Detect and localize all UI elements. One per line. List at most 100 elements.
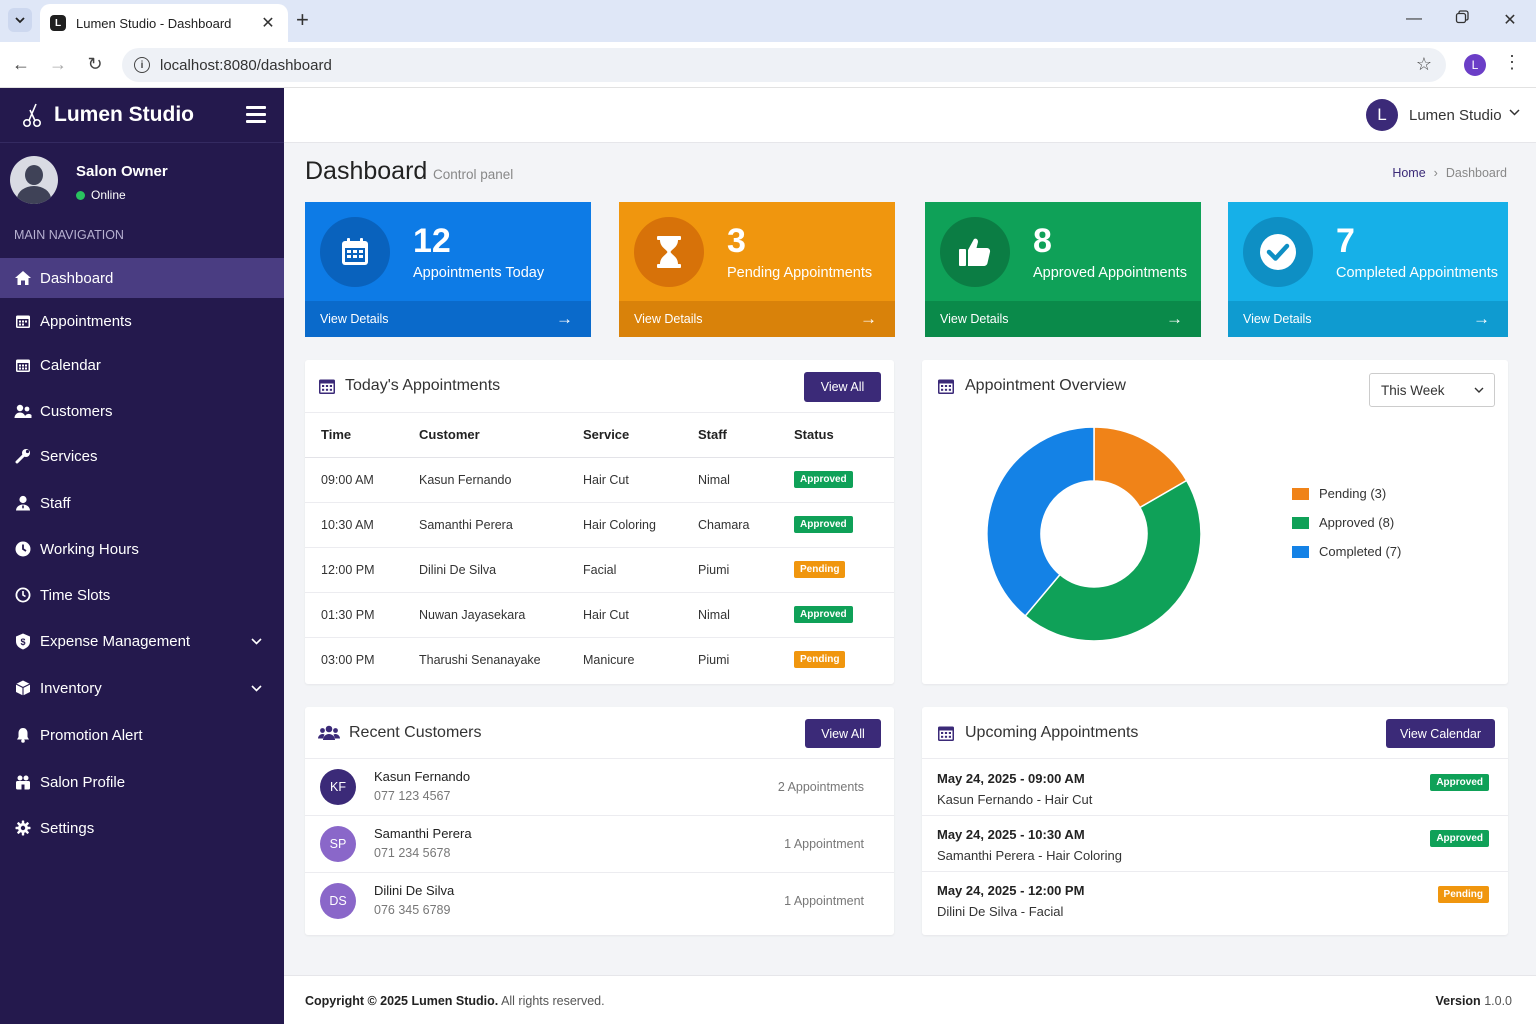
- close-window-icon[interactable]: ✕: [1503, 12, 1517, 29]
- breadcrumb: Home › Dashboard: [1392, 166, 1507, 180]
- table-cell-customer: Dilini De Silva: [419, 547, 583, 593]
- restore-icon[interactable]: [1450, 10, 1474, 29]
- minimize-icon[interactable]: —: [1406, 10, 1422, 27]
- version-number: 1.0.0: [1484, 994, 1512, 1008]
- view-details-link[interactable]: View Details →: [925, 301, 1201, 337]
- table-row[interactable]: 09:00 AM Kasun Fernando Hair Cut Nimal Appro…: [305, 457, 894, 503]
- svg-text:$: $: [20, 637, 25, 647]
- browser-profile-avatar[interactable]: L: [1464, 54, 1486, 76]
- sidebar-item-promotion-alert[interactable]: Promotion Alert: [0, 715, 284, 755]
- menu-toggle-icon[interactable]: [246, 106, 266, 127]
- forward-icon[interactable]: →: [49, 54, 67, 74]
- view-all-appointments-button[interactable]: View All: [804, 372, 881, 402]
- bookmark-star-icon[interactable]: ☆: [1415, 54, 1432, 74]
- sidebar-item-appointments[interactable]: Appointments: [0, 301, 284, 341]
- table-cell-time: 12:00 PM: [305, 547, 419, 593]
- view-details-link[interactable]: View Details →: [619, 301, 895, 337]
- browser-tab[interactable]: L Lumen Studio - Dashboard ✕: [40, 4, 288, 42]
- table-row[interactable]: 01:30 PM Nuwan Jayasekara Hair Cut Nimal App…: [305, 592, 894, 638]
- list-item[interactable]: SP Samanthi Perera 071 234 5678 1 Appointme…: [305, 816, 894, 873]
- panel-title: Today's Appointments: [345, 377, 501, 394]
- table-cell-time: 10:30 AM: [305, 502, 419, 548]
- tab-list-button[interactable]: [8, 8, 32, 32]
- stat-icon-circle: [320, 217, 390, 287]
- sidebar-item-salon-profile[interactable]: Salon Profile: [0, 762, 284, 802]
- table-row[interactable]: 10:30 AM Samanthi Perera Hair Coloring Cham…: [305, 502, 894, 548]
- appointment-count: 1 Appointment: [784, 894, 864, 908]
- appointment-donut-chart: [986, 426, 1202, 642]
- status-badge: Pending: [1437, 886, 1489, 903]
- breadcrumb-home[interactable]: Home: [1392, 166, 1426, 180]
- sidebar-item-settings[interactable]: Settings: [0, 808, 284, 848]
- close-tab-icon[interactable]: ✕: [261, 15, 275, 32]
- list-item[interactable]: DS Dilini De Silva 076 345 6789 1 Appointme…: [305, 873, 894, 930]
- table-cell-time: 09:00 AM: [305, 457, 419, 503]
- site-info-icon[interactable]: i: [134, 57, 150, 73]
- view-details-label: View Details: [940, 312, 1009, 326]
- table-cell-status: Pending: [794, 637, 894, 682]
- period-select[interactable]: This Week: [1369, 373, 1495, 407]
- back-icon[interactable]: ←: [12, 54, 30, 74]
- sidebar-item-label: Promotion Alert: [40, 726, 143, 744]
- appointment-count: 1 Appointment: [784, 837, 864, 851]
- view-details-label: View Details: [634, 312, 703, 326]
- user-menu[interactable]: Lumen Studio: [1409, 107, 1502, 124]
- footer-version: Version 1.0.0: [1436, 994, 1512, 1008]
- new-tab-icon[interactable]: +: [296, 7, 309, 32]
- chevron-down-icon[interactable]: [1509, 107, 1520, 119]
- sidebar-item-expense-management[interactable]: $ Expense Management: [0, 621, 284, 661]
- footer: Copyright © 2025 Lumen Studio. All right…: [284, 975, 1536, 1024]
- tachometer-icon: [14, 269, 32, 287]
- list-item[interactable]: May 24, 2025 - 12:00 PM Dilini De Silva -…: [922, 872, 1508, 928]
- table-header-row: Time Customer Service Staff Status: [305, 413, 894, 458]
- table-cell-staff: Piumi: [698, 547, 794, 593]
- panel-title: Upcoming Appointments: [965, 724, 1139, 741]
- table-row[interactable]: 03:00 PM Tharushi Senanayake Manicure Piumi…: [305, 637, 894, 682]
- view-calendar-button[interactable]: View Calendar: [1386, 719, 1495, 748]
- panel-title: Recent Customers: [349, 724, 482, 741]
- view-all-customers-button[interactable]: View All: [805, 719, 881, 748]
- stat-card-appointments-today: 12 Appointments Today View Details →: [305, 202, 591, 337]
- avatar[interactable]: L: [1366, 99, 1398, 131]
- reload-icon[interactable]: ↻: [87, 54, 103, 74]
- view-details-link[interactable]: View Details →: [305, 301, 591, 337]
- calendar-grid-icon: [14, 356, 32, 374]
- table-row[interactable]: 12:00 PM Dilini De Silva Facial Piumi Pendin…: [305, 547, 894, 593]
- view-details-link[interactable]: View Details →: [1228, 301, 1508, 337]
- view-details-label: View Details: [1243, 312, 1312, 326]
- stat-label: Approved Appointments: [1033, 265, 1187, 281]
- url-field[interactable]: i localhost:8080/dashboard ☆: [122, 48, 1446, 82]
- todays-appointments-panel: Today's Appointments View All Time Custo…: [305, 360, 894, 684]
- sidebar-item-working-hours[interactable]: Working Hours: [0, 529, 284, 569]
- column-header: Customer: [419, 413, 583, 458]
- legend-label: Approved (8): [1319, 515, 1395, 530]
- legend-label: Pending (3): [1319, 486, 1387, 501]
- chevron-down-icon: [1474, 385, 1484, 396]
- clock-icon: [14, 540, 32, 558]
- sidebar-item-label: Settings: [40, 819, 95, 837]
- sidebar-item-customers[interactable]: Customers: [0, 391, 284, 431]
- list-item[interactable]: KF Kasun Fernando 077 123 4567 2 Appointmen…: [305, 759, 894, 816]
- list-item[interactable]: May 24, 2025 - 10:30 AM Samanthi Perera -…: [922, 816, 1508, 872]
- sidebar-item-calendar[interactable]: Calendar: [0, 345, 284, 385]
- sidebar-item-inventory[interactable]: Inventory: [0, 668, 284, 708]
- donut-slice-completed[interactable]: [986, 426, 1095, 618]
- legend-label: Completed (7): [1319, 544, 1402, 559]
- legend-item-approved: Approved (8): [1292, 515, 1394, 530]
- user-name: Salon Owner: [76, 163, 168, 180]
- sidebar-item-label: Dashboard: [40, 269, 114, 287]
- sidebar-item-staff[interactable]: Staff: [0, 483, 284, 523]
- period-select-value: This Week: [1381, 382, 1445, 398]
- sidebar-item-services[interactable]: Services: [0, 436, 284, 476]
- sidebar-item-time-slots[interactable]: Time Slots: [0, 575, 284, 615]
- sidebar-item-dashboard[interactable]: Dashboard: [0, 258, 284, 298]
- appointments-table: Time Customer Service Staff Status 09:00…: [305, 413, 894, 682]
- view-details-label: View Details: [320, 312, 389, 326]
- avatar: SP: [320, 826, 356, 862]
- table-cell-service: Hair Cut: [583, 592, 698, 638]
- browser-menu-icon[interactable]: ⋮: [1503, 52, 1521, 72]
- list-item[interactable]: May 24, 2025 - 09:00 AM Kasun Fernando - …: [922, 760, 1508, 816]
- appointment-count: 2 Appointments: [777, 780, 864, 794]
- sidebar-item-label: Customers: [40, 402, 113, 420]
- donut-slice-approved[interactable]: [1024, 479, 1202, 642]
